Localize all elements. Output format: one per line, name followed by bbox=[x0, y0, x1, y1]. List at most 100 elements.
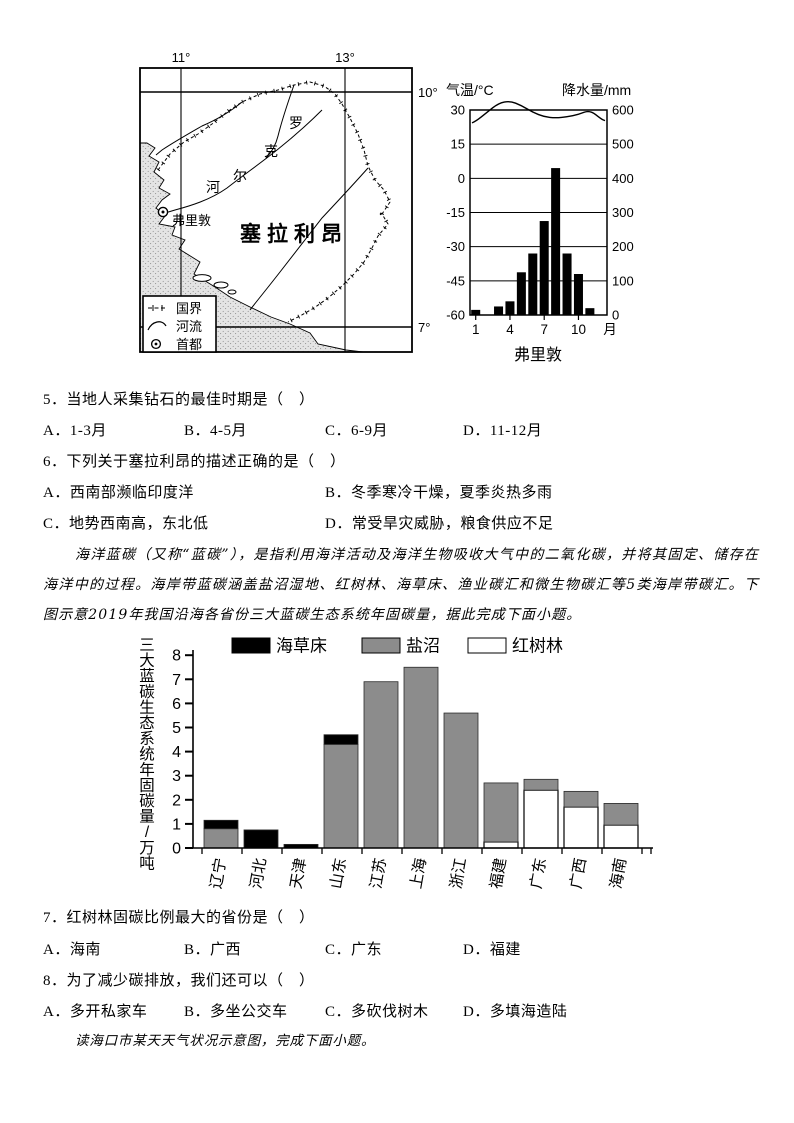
svg-text:万: 万 bbox=[139, 840, 155, 857]
freetown-climate-chart: 气温/°C 降水量/mm 30 15 0 -15 -30 -45 -60 600 500 400… bbox=[446, 82, 634, 364]
svg-text:统: 统 bbox=[139, 745, 155, 763]
svg-text:海南: 海南 bbox=[607, 857, 630, 891]
svg-text:碳: 碳 bbox=[139, 683, 155, 701]
svg-text:1: 1 bbox=[172, 816, 181, 833]
right-axis-title: 降水量/mm bbox=[562, 82, 631, 98]
y-axis-ticks: 0 1 2 3 4 5 6 7 8 bbox=[172, 648, 193, 858]
svg-text:0: 0 bbox=[612, 308, 619, 323]
lat-label-10: 10° bbox=[418, 85, 438, 100]
svg-text:河北: 河北 bbox=[247, 856, 270, 890]
svg-text:10: 10 bbox=[571, 322, 586, 337]
river-symbol-icon bbox=[147, 321, 167, 331]
month-axis-ticks: 1 4 7 10 bbox=[472, 315, 586, 337]
question-8-option-a: A．多开私家车 bbox=[43, 1004, 148, 1020]
lon-label-11: 11° bbox=[172, 50, 191, 65]
legend-capital-label: 首都 bbox=[176, 337, 202, 352]
svg-text:河: 河 bbox=[206, 179, 220, 195]
rivers bbox=[155, 84, 369, 311]
svg-text:碳: 碳 bbox=[139, 792, 155, 810]
svg-text:福建: 福建 bbox=[487, 857, 510, 891]
question-6-option-d: D．常受旱灾威胁，粮食供应不足 bbox=[325, 516, 554, 532]
question-7-option-a: A．海南 bbox=[43, 942, 101, 958]
map-legend: 国界 河流 首都 bbox=[142, 295, 217, 353]
question-5-text: 5．当地人采集钻石的最佳时期是（ ） bbox=[43, 392, 315, 408]
svg-text:300: 300 bbox=[612, 205, 634, 220]
question-8-option-c: C．多砍伐树木 bbox=[325, 1004, 429, 1020]
svg-text:三: 三 bbox=[139, 637, 155, 654]
svg-text:吨: 吨 bbox=[139, 854, 155, 872]
question-8-options: A．多开私家车 B．多坐公交车 C．多砍伐树木 D．多填海造陆 bbox=[43, 1000, 768, 1022]
map-frame bbox=[139, 67, 413, 353]
boundary-symbol-icon bbox=[148, 305, 166, 311]
capital-label: 弗里敦 bbox=[172, 213, 211, 228]
svg-text:6: 6 bbox=[172, 696, 181, 713]
svg-text:600: 600 bbox=[612, 103, 634, 118]
svg-text:0: 0 bbox=[172, 841, 181, 858]
svg-text:3: 3 bbox=[172, 768, 181, 785]
svg-text:400: 400 bbox=[612, 171, 634, 186]
svg-text:7: 7 bbox=[172, 672, 181, 689]
svg-text:30: 30 bbox=[451, 103, 465, 118]
question-7-text: 7．红树林固碳比例最大的省份是（ ） bbox=[43, 910, 315, 926]
country-border bbox=[156, 79, 393, 324]
blue-carbon-chart: 海草床 盐沼 红树林 三大蓝碳生态系统年固碳量/万吨 012345678 辽宁 河北天… bbox=[139, 637, 653, 890]
question-8-text: 8．为了减少碳排放，我们还可以（ ） bbox=[43, 973, 315, 989]
svg-text:4: 4 bbox=[506, 322, 514, 337]
svg-text:上海: 上海 bbox=[407, 857, 430, 891]
temperature-curve bbox=[471, 100, 606, 124]
question-6-options-row2: C．地势西南高，东北低 D．常受旱灾威胁，粮食供应不足 bbox=[43, 512, 768, 534]
question-5-option-c: C．6-9月 bbox=[325, 423, 389, 439]
svg-text:100: 100 bbox=[612, 273, 634, 288]
svg-text:广东: 广东 bbox=[527, 857, 550, 891]
lat-label-7: 7° bbox=[418, 320, 430, 335]
svg-text:固: 固 bbox=[139, 777, 155, 794]
svg-text:200: 200 bbox=[612, 239, 634, 254]
svg-text:4: 4 bbox=[172, 744, 181, 761]
svg-text:1: 1 bbox=[472, 322, 480, 337]
svg-text:2: 2 bbox=[172, 792, 181, 809]
question-8-option-d: D．多填海造陆 bbox=[463, 1004, 568, 1020]
blue-carbon-passage: 海洋蓝碳（又称“蓝碳”），是指利用海洋活动及海洋生物吸收大气中的二氧化碳，并将其… bbox=[43, 547, 759, 623]
country-label: 塞拉利昂 bbox=[240, 222, 348, 246]
svg-text:大: 大 bbox=[139, 652, 155, 670]
svg-text:山东: 山东 bbox=[327, 857, 350, 891]
svg-text:蓝: 蓝 bbox=[139, 667, 155, 685]
question-6-text: 6．下列关于塞拉利昂的描述正确的是（ ） bbox=[43, 454, 346, 470]
svg-text:海草床: 海草床 bbox=[276, 637, 327, 656]
capital-symbol-icon bbox=[150, 338, 162, 350]
svg-text:0: 0 bbox=[458, 171, 465, 186]
category-labels: 辽宁 河北 天津 山东 江苏 上海 浙江 福建 广东 广西 海南 bbox=[207, 856, 630, 890]
svg-text:7: 7 bbox=[540, 322, 548, 337]
axes bbox=[192, 650, 653, 849]
capital-icon bbox=[157, 206, 169, 218]
svg-text:-45: -45 bbox=[446, 273, 465, 288]
svg-text:江苏: 江苏 bbox=[367, 857, 390, 891]
svg-text:年: 年 bbox=[139, 761, 155, 779]
svg-text:罗: 罗 bbox=[289, 115, 303, 131]
month-unit-label: 月 bbox=[603, 322, 617, 337]
question-7-option-d: D．福建 bbox=[463, 942, 521, 958]
svg-text:态: 态 bbox=[139, 714, 155, 732]
question-7-option-b: B．广西 bbox=[184, 942, 242, 958]
svg-text:克: 克 bbox=[264, 143, 278, 159]
svg-text:系: 系 bbox=[139, 730, 155, 748]
svg-text:8: 8 bbox=[172, 648, 181, 665]
svg-text:尔: 尔 bbox=[233, 168, 247, 184]
lon-label-13: 13° bbox=[335, 50, 355, 65]
question-5-option-d: D．11-12月 bbox=[463, 423, 543, 439]
svg-text:红树林: 红树林 bbox=[512, 637, 563, 656]
left-axis-title: 气温/°C bbox=[446, 82, 494, 98]
svg-text:辽宁: 辽宁 bbox=[207, 857, 230, 891]
svg-text:-60: -60 bbox=[446, 308, 465, 323]
precipitation-axis-ticks: 600 500 400 300 200 100 0 bbox=[612, 103, 634, 323]
svg-text:-15: -15 bbox=[446, 205, 465, 220]
question-5-option-a: A．1-3月 bbox=[43, 423, 107, 439]
coastal-islands bbox=[192, 274, 237, 295]
svg-text:500: 500 bbox=[612, 137, 634, 152]
svg-text:天津: 天津 bbox=[287, 857, 310, 891]
question-8-option-b: B．多坐公交车 bbox=[184, 1004, 288, 1020]
legend-boundary-label: 国界 bbox=[176, 301, 202, 316]
svg-text:/: / bbox=[145, 824, 150, 841]
